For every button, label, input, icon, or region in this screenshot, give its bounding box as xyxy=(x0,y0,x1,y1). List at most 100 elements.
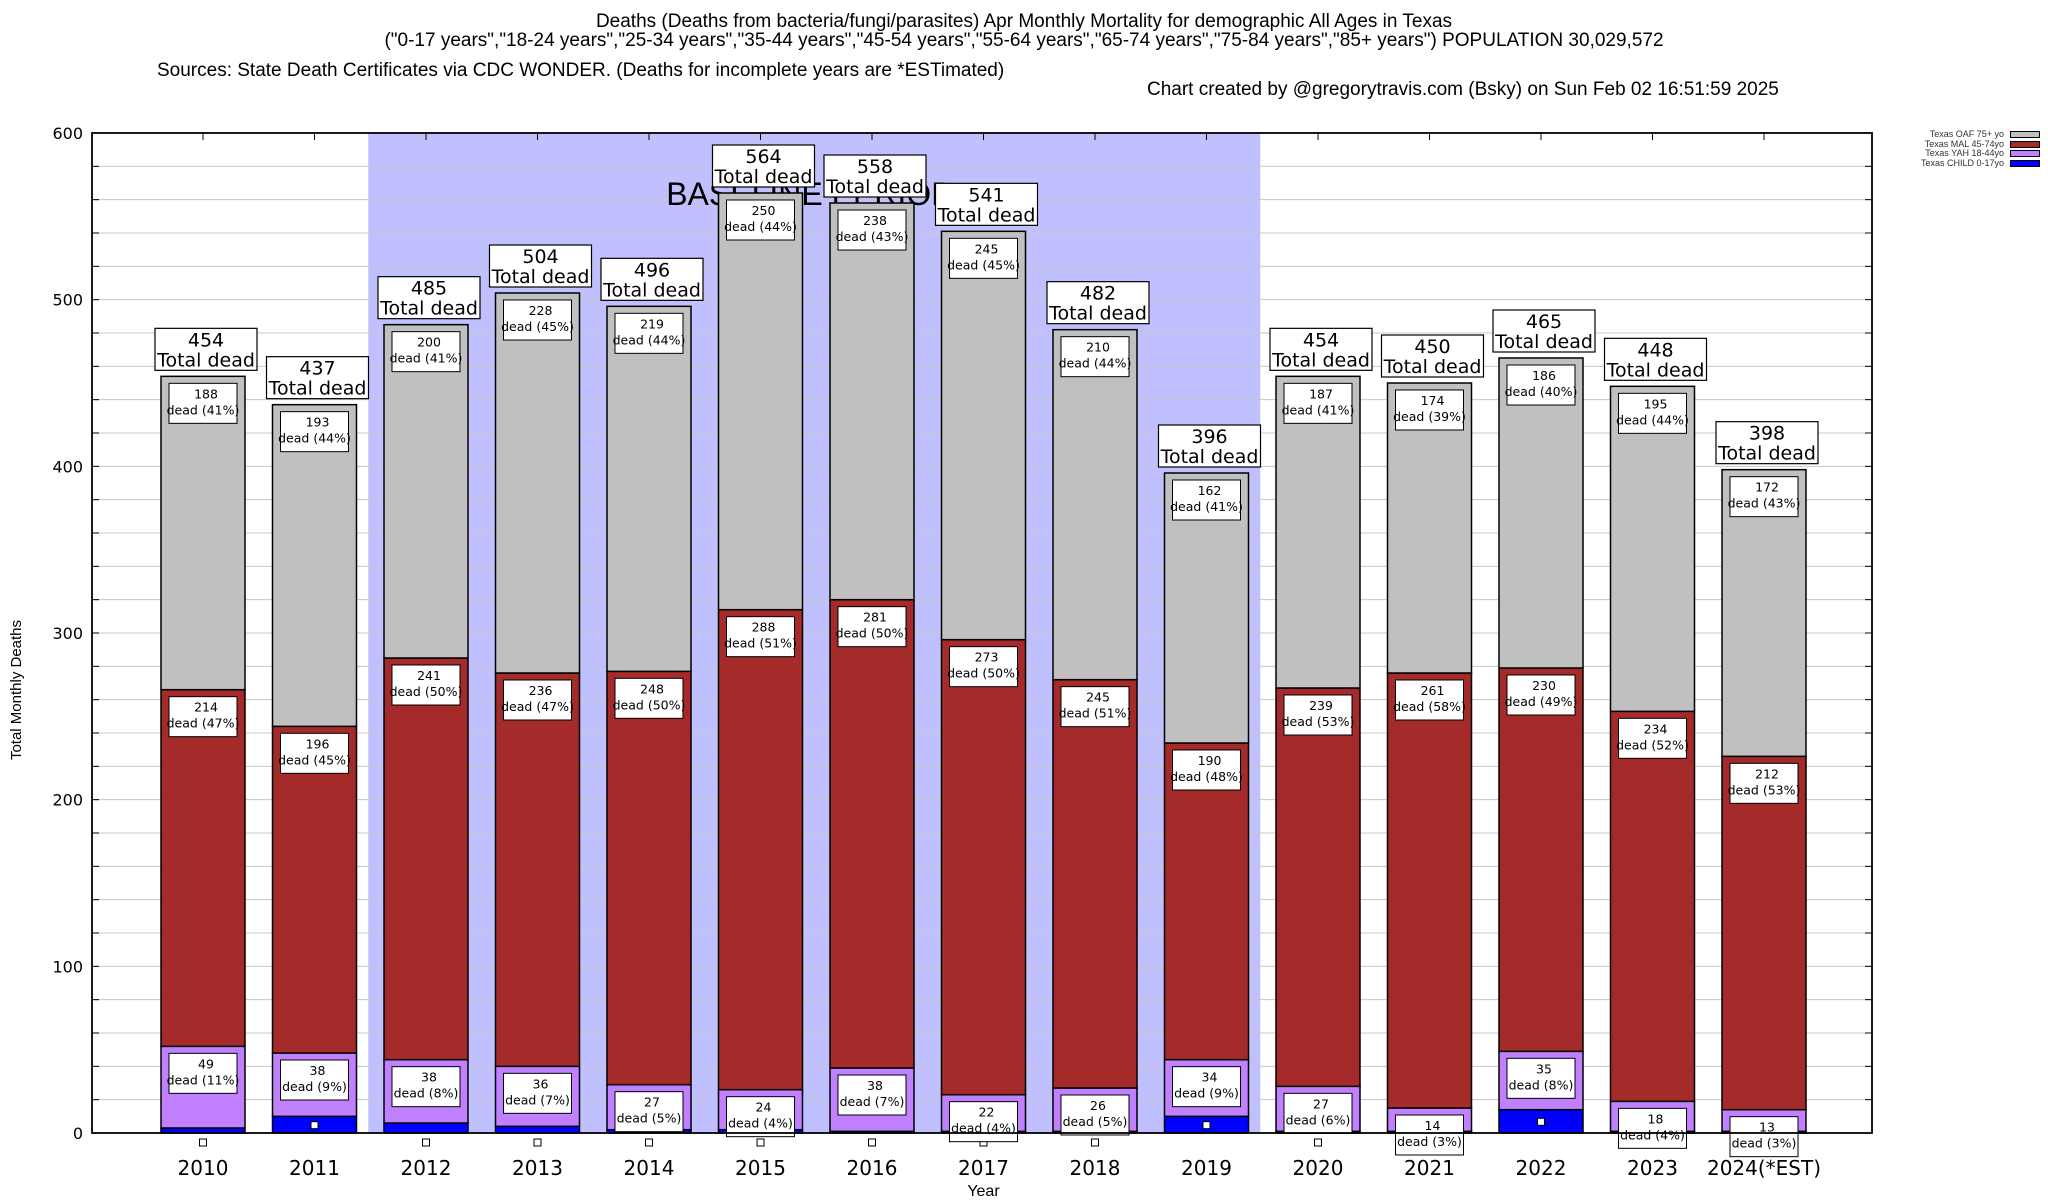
total-label-box xyxy=(934,182,1039,226)
segment-label-box xyxy=(1729,1116,1799,1158)
segment-label-box xyxy=(1172,1066,1241,1108)
segment-label-percent: dead (53%) xyxy=(1282,714,1355,729)
bar-segment xyxy=(1386,672,1473,1109)
x-tick-label: 2011 xyxy=(289,1156,340,1180)
segment-label-percent: dead (41%) xyxy=(390,351,463,366)
segment-label-percent: dead (50%) xyxy=(390,684,463,699)
segment-label-percent: dead (45%) xyxy=(501,319,574,334)
segment-label-value: 187 xyxy=(1309,386,1333,401)
x-tick-label: 2021 xyxy=(1404,1156,1455,1180)
bar-segment xyxy=(1386,382,1473,674)
y-axis-label: Total Monthly Deaths xyxy=(8,619,25,761)
legend-item: Texas CHILD 0-17yo xyxy=(1880,158,2040,169)
total-label-box xyxy=(711,144,816,188)
total-label-value: 450 xyxy=(1414,336,1450,358)
segment-label-box xyxy=(949,646,1018,688)
segment-label-percent: dead (43%) xyxy=(1728,496,1801,511)
segment-label-percent: dead (44%) xyxy=(613,332,686,347)
bar-segment xyxy=(383,1122,469,1134)
bar-segment xyxy=(271,725,358,1054)
segment-label-percent: dead (4%) xyxy=(1620,1127,1685,1142)
segment-label-value: 210 xyxy=(1086,340,1110,355)
segment-label-percent: dead (44%) xyxy=(1616,412,1689,427)
total-label-value: 558 xyxy=(857,156,893,178)
x-tick-label: 2018 xyxy=(1070,1156,1121,1180)
segment-label-value: 228 xyxy=(529,303,553,318)
total-label-text: Total dead xyxy=(937,204,1036,226)
segment-label-box xyxy=(168,382,238,424)
segment-label-percent: dead (44%) xyxy=(1059,356,1132,371)
segment-label-value: 22 xyxy=(979,1105,995,1120)
segment-label-percent: dead (58%) xyxy=(1393,699,1466,714)
segment-label-box xyxy=(1395,389,1464,431)
segment-label-percent: dead (41%) xyxy=(1170,499,1243,514)
total-label-value: 465 xyxy=(1526,311,1562,333)
title-line-2: ("0-17 years","18-24 years","25-34 years… xyxy=(384,30,1664,51)
segment-label-value: 236 xyxy=(529,683,553,698)
x-tick-label: 2010 xyxy=(178,1156,229,1180)
total-label-value: 398 xyxy=(1749,423,1785,445)
total-label-box xyxy=(1492,309,1596,353)
segment-label-value: 38 xyxy=(421,1070,437,1085)
segment-label-percent: dead (51%) xyxy=(1059,706,1132,721)
x-axis-label: Year xyxy=(967,1183,1000,1200)
segment-label-percent: dead (49%) xyxy=(1505,694,1578,709)
bar-segment xyxy=(494,672,581,1068)
segment-label-box xyxy=(1283,694,1353,736)
segment-label-percent: dead (48%) xyxy=(1170,769,1243,784)
total-label-value: 396 xyxy=(1191,426,1227,448)
segment-label-value: 230 xyxy=(1532,678,1556,693)
bar-segment xyxy=(1163,742,1250,1061)
total-label-value: 454 xyxy=(1303,329,1339,351)
segment-label-percent: dead (45%) xyxy=(947,257,1020,272)
y-tick-label: 100 xyxy=(52,957,83,976)
bar-segment xyxy=(1275,687,1361,1088)
segment-label-value: 27 xyxy=(644,1095,660,1110)
x-tick-label: 2020 xyxy=(1293,1156,1344,1180)
total-label-value: 564 xyxy=(745,146,781,168)
segment-label-percent: dead (41%) xyxy=(167,402,240,417)
bar-segment xyxy=(1052,678,1138,1089)
segment-label-box xyxy=(949,1101,1018,1143)
segment-label-value: 281 xyxy=(863,610,887,625)
segment-label-box xyxy=(614,677,684,719)
total-label-box xyxy=(488,244,593,288)
bar-segment xyxy=(1498,667,1584,1053)
x-tick-label: 2023 xyxy=(1627,1156,1678,1180)
bar-segment xyxy=(494,292,581,674)
segment-label-percent: dead (5%) xyxy=(617,1111,682,1126)
total-label-text: Total dead xyxy=(1383,356,1482,378)
legend-label: Texas YAH 18-44yo xyxy=(1925,148,2004,159)
bar-segment xyxy=(717,192,804,611)
segment-label-box xyxy=(1283,1092,1353,1134)
bar-segment xyxy=(494,1125,581,1134)
total-label-box xyxy=(600,257,704,301)
segment-label-value: 245 xyxy=(975,241,999,256)
legend-swatch xyxy=(2010,140,2040,148)
total-label-value: 541 xyxy=(968,184,1004,206)
total-label-text: Total dead xyxy=(1271,349,1370,371)
child-marker xyxy=(1202,1121,1211,1130)
bar-segment xyxy=(1609,385,1696,713)
title-line-3: Sources: State Death Certificates via CD… xyxy=(0,42,2048,99)
child-marker xyxy=(1091,1138,1099,1147)
legend-item: Texas YAH 18-44yo xyxy=(1880,149,2040,159)
legend-item: Texas OAF 75+ yo xyxy=(1880,130,2040,140)
segment-label-percent: dead (4%) xyxy=(951,1121,1016,1136)
credit-text: Chart created by @gregorytravis.com (Bsk… xyxy=(1147,79,1779,100)
segment-label-box xyxy=(503,679,572,721)
x-tick-label: 2016 xyxy=(847,1156,898,1180)
segment-label-value: 239 xyxy=(1309,698,1333,713)
segment-label-percent: dead (50%) xyxy=(613,697,686,712)
segment-label-box xyxy=(280,1059,349,1101)
child-marker xyxy=(199,1138,207,1147)
bar-segment xyxy=(606,305,692,673)
segment-label-value: 24 xyxy=(756,1100,772,1115)
total-label-value: 448 xyxy=(1637,339,1673,361)
bar-segment xyxy=(606,670,692,1086)
segment-label-percent: dead (41%) xyxy=(1282,402,1355,417)
segment-label-percent: dead (44%) xyxy=(278,431,351,446)
bar-segment xyxy=(717,608,804,1091)
segment-label-box xyxy=(1172,749,1241,791)
child-marker xyxy=(868,1138,876,1147)
